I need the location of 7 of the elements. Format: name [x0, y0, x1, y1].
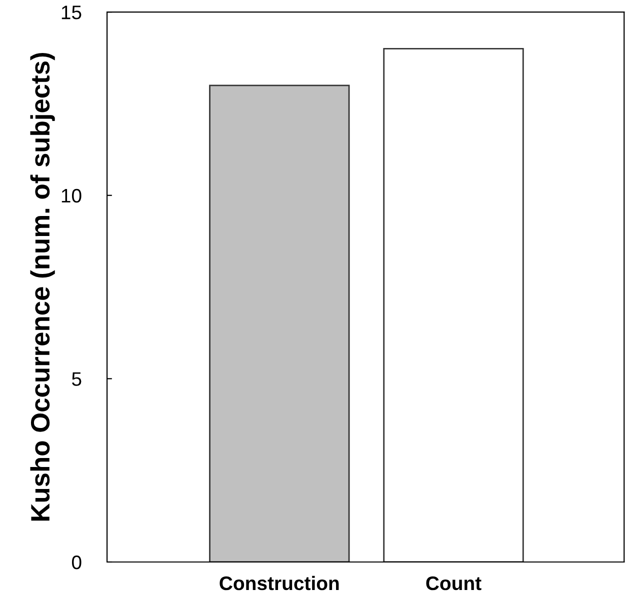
- y-tick-label: 10: [62, 188, 82, 203]
- y-tick-label: 15: [62, 6, 82, 20]
- y-tick-label: 0: [72, 555, 82, 570]
- y-tick-label: 5: [72, 372, 82, 386]
- x-tick-label: Construction: [220, 576, 339, 590]
- x-tick-label: Count: [426, 576, 482, 590]
- y-axis-title: Kusho Occurrence (num. of subjects): [30, 52, 55, 521]
